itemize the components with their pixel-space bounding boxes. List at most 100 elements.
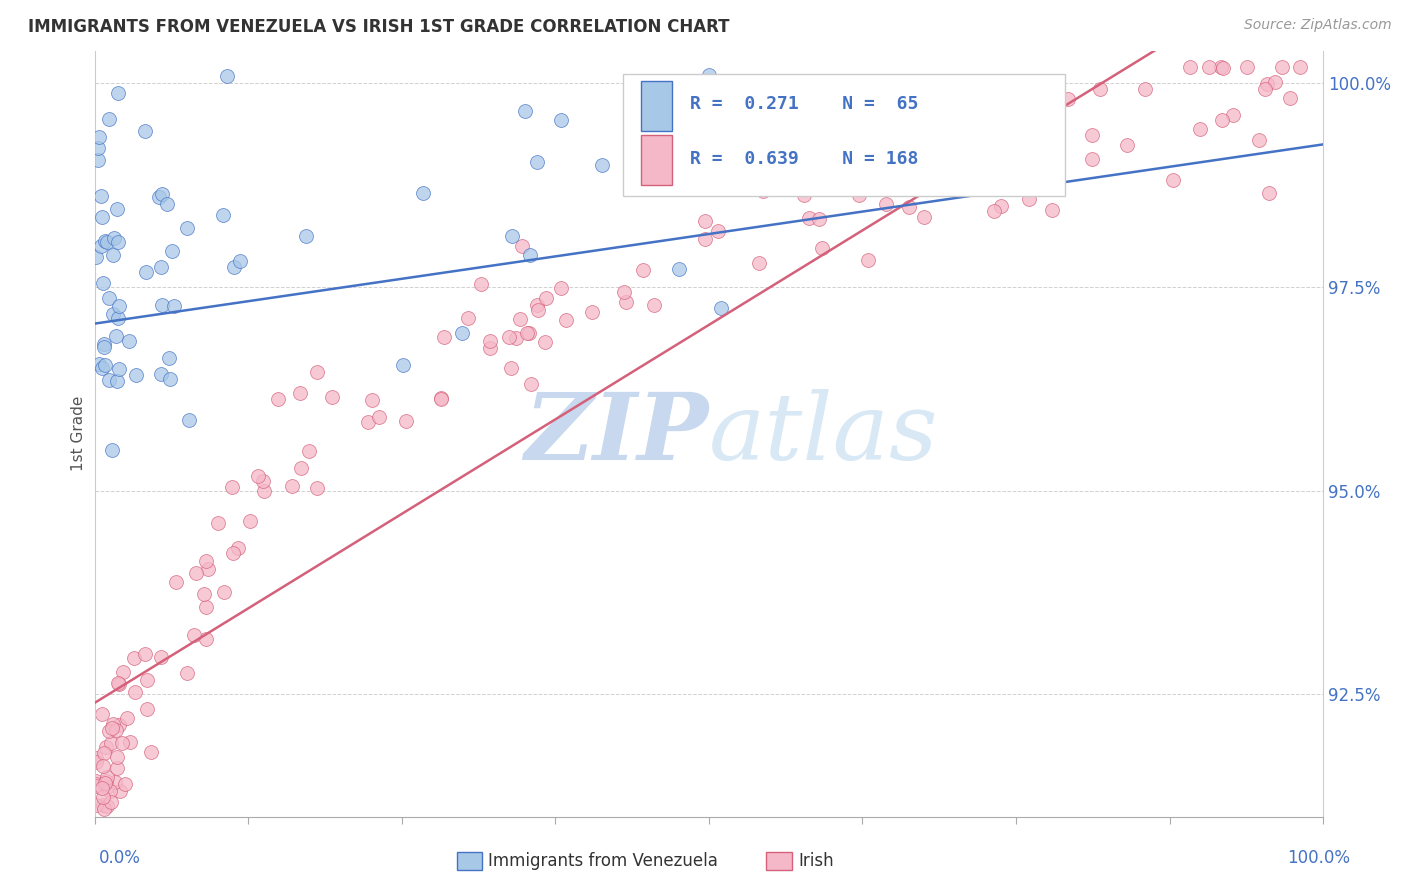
Point (498, 329, 520, 343)
Point (1212, 61, 1234, 75)
Point (176, 665, 198, 680)
Point (983, 203, 1005, 218)
Point (1254, 82, 1277, 96)
Point (505, 331, 527, 345)
Point (395, 414, 418, 428)
Point (519, 247, 541, 261)
Point (86, 777, 108, 791)
Point (94, 776, 117, 790)
Point (100, 736, 122, 750)
Text: ZIP: ZIP (524, 389, 709, 479)
Point (98, 835, 121, 849)
Text: IMMIGRANTS FROM VENEZUELA VS IRISH 1ST GRADE CORRELATION CHART: IMMIGRANTS FROM VENEZUELA VS IRISH 1ST G… (28, 18, 730, 36)
Point (510, 239, 533, 253)
Point (668, 261, 690, 276)
Point (107, 86, 129, 100)
Point (84, 751, 107, 765)
Point (93, 747, 115, 761)
Point (581, 304, 603, 318)
Point (288, 385, 311, 400)
Point (104, 328, 127, 343)
Point (793, 187, 815, 202)
Text: R =  0.639    N = 168: R = 0.639 N = 168 (690, 151, 918, 169)
Point (782, 131, 804, 145)
Point (94, 234, 117, 248)
Point (163, 299, 186, 313)
Point (160, 244, 183, 258)
Point (252, 483, 274, 498)
Point (122, 650, 145, 665)
Point (197, 562, 219, 576)
Point (212, 208, 235, 222)
Point (298, 443, 321, 458)
Point (290, 461, 312, 475)
Point (93, 358, 115, 372)
Text: Source: ZipAtlas.com: Source: ZipAtlas.com (1244, 18, 1392, 32)
Point (806, 182, 828, 196)
Point (998, 136, 1021, 151)
Point (111, 736, 134, 750)
Point (357, 415, 380, 429)
Point (183, 628, 205, 642)
Point (990, 199, 1012, 213)
Point (94, 774, 117, 789)
Point (912, 210, 935, 224)
Point (1178, 60, 1201, 74)
Point (89, 842, 111, 856)
Point (693, 214, 716, 228)
Point (517, 326, 540, 340)
Point (391, 358, 413, 372)
Point (90, 239, 112, 253)
Text: Irish: Irish (799, 852, 834, 870)
Point (751, 184, 773, 198)
Point (149, 367, 172, 381)
Point (1209, 60, 1232, 74)
Point (91, 210, 114, 224)
Point (125, 368, 148, 382)
Point (433, 329, 456, 343)
Point (797, 211, 820, 225)
Point (222, 546, 245, 560)
Point (526, 298, 548, 312)
Point (107, 760, 129, 774)
Point (1080, 128, 1102, 142)
Point (150, 650, 173, 665)
Point (555, 313, 578, 327)
Point (672, 179, 695, 194)
Point (267, 392, 290, 407)
Point (101, 721, 124, 735)
Point (1081, 152, 1104, 166)
Point (429, 392, 451, 406)
Point (194, 632, 217, 647)
Point (1018, 192, 1040, 206)
Point (84, 250, 107, 264)
Point (97, 112, 120, 126)
Point (89, 357, 111, 371)
Point (1057, 92, 1080, 106)
Point (856, 253, 879, 268)
Point (967, 161, 990, 175)
Point (526, 155, 548, 169)
Point (229, 254, 252, 268)
Point (91, 842, 114, 856)
Point (124, 685, 146, 699)
Point (305, 365, 328, 379)
Point (84, 842, 107, 856)
Point (156, 196, 179, 211)
Point (91, 276, 114, 290)
Point (108, 784, 131, 798)
Point (108, 677, 131, 691)
Point (470, 277, 492, 291)
Point (360, 392, 382, 407)
Point (1236, 60, 1258, 74)
Point (91, 781, 114, 796)
Point (1198, 60, 1220, 74)
Point (945, 144, 967, 158)
Point (134, 647, 156, 661)
Point (98, 783, 121, 797)
Point (98, 723, 121, 738)
Point (501, 229, 523, 244)
Point (451, 326, 474, 340)
Point (105, 723, 128, 737)
Point (115, 711, 138, 725)
